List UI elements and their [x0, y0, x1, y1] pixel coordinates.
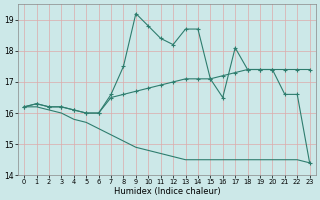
X-axis label: Humidex (Indice chaleur): Humidex (Indice chaleur)	[114, 187, 220, 196]
